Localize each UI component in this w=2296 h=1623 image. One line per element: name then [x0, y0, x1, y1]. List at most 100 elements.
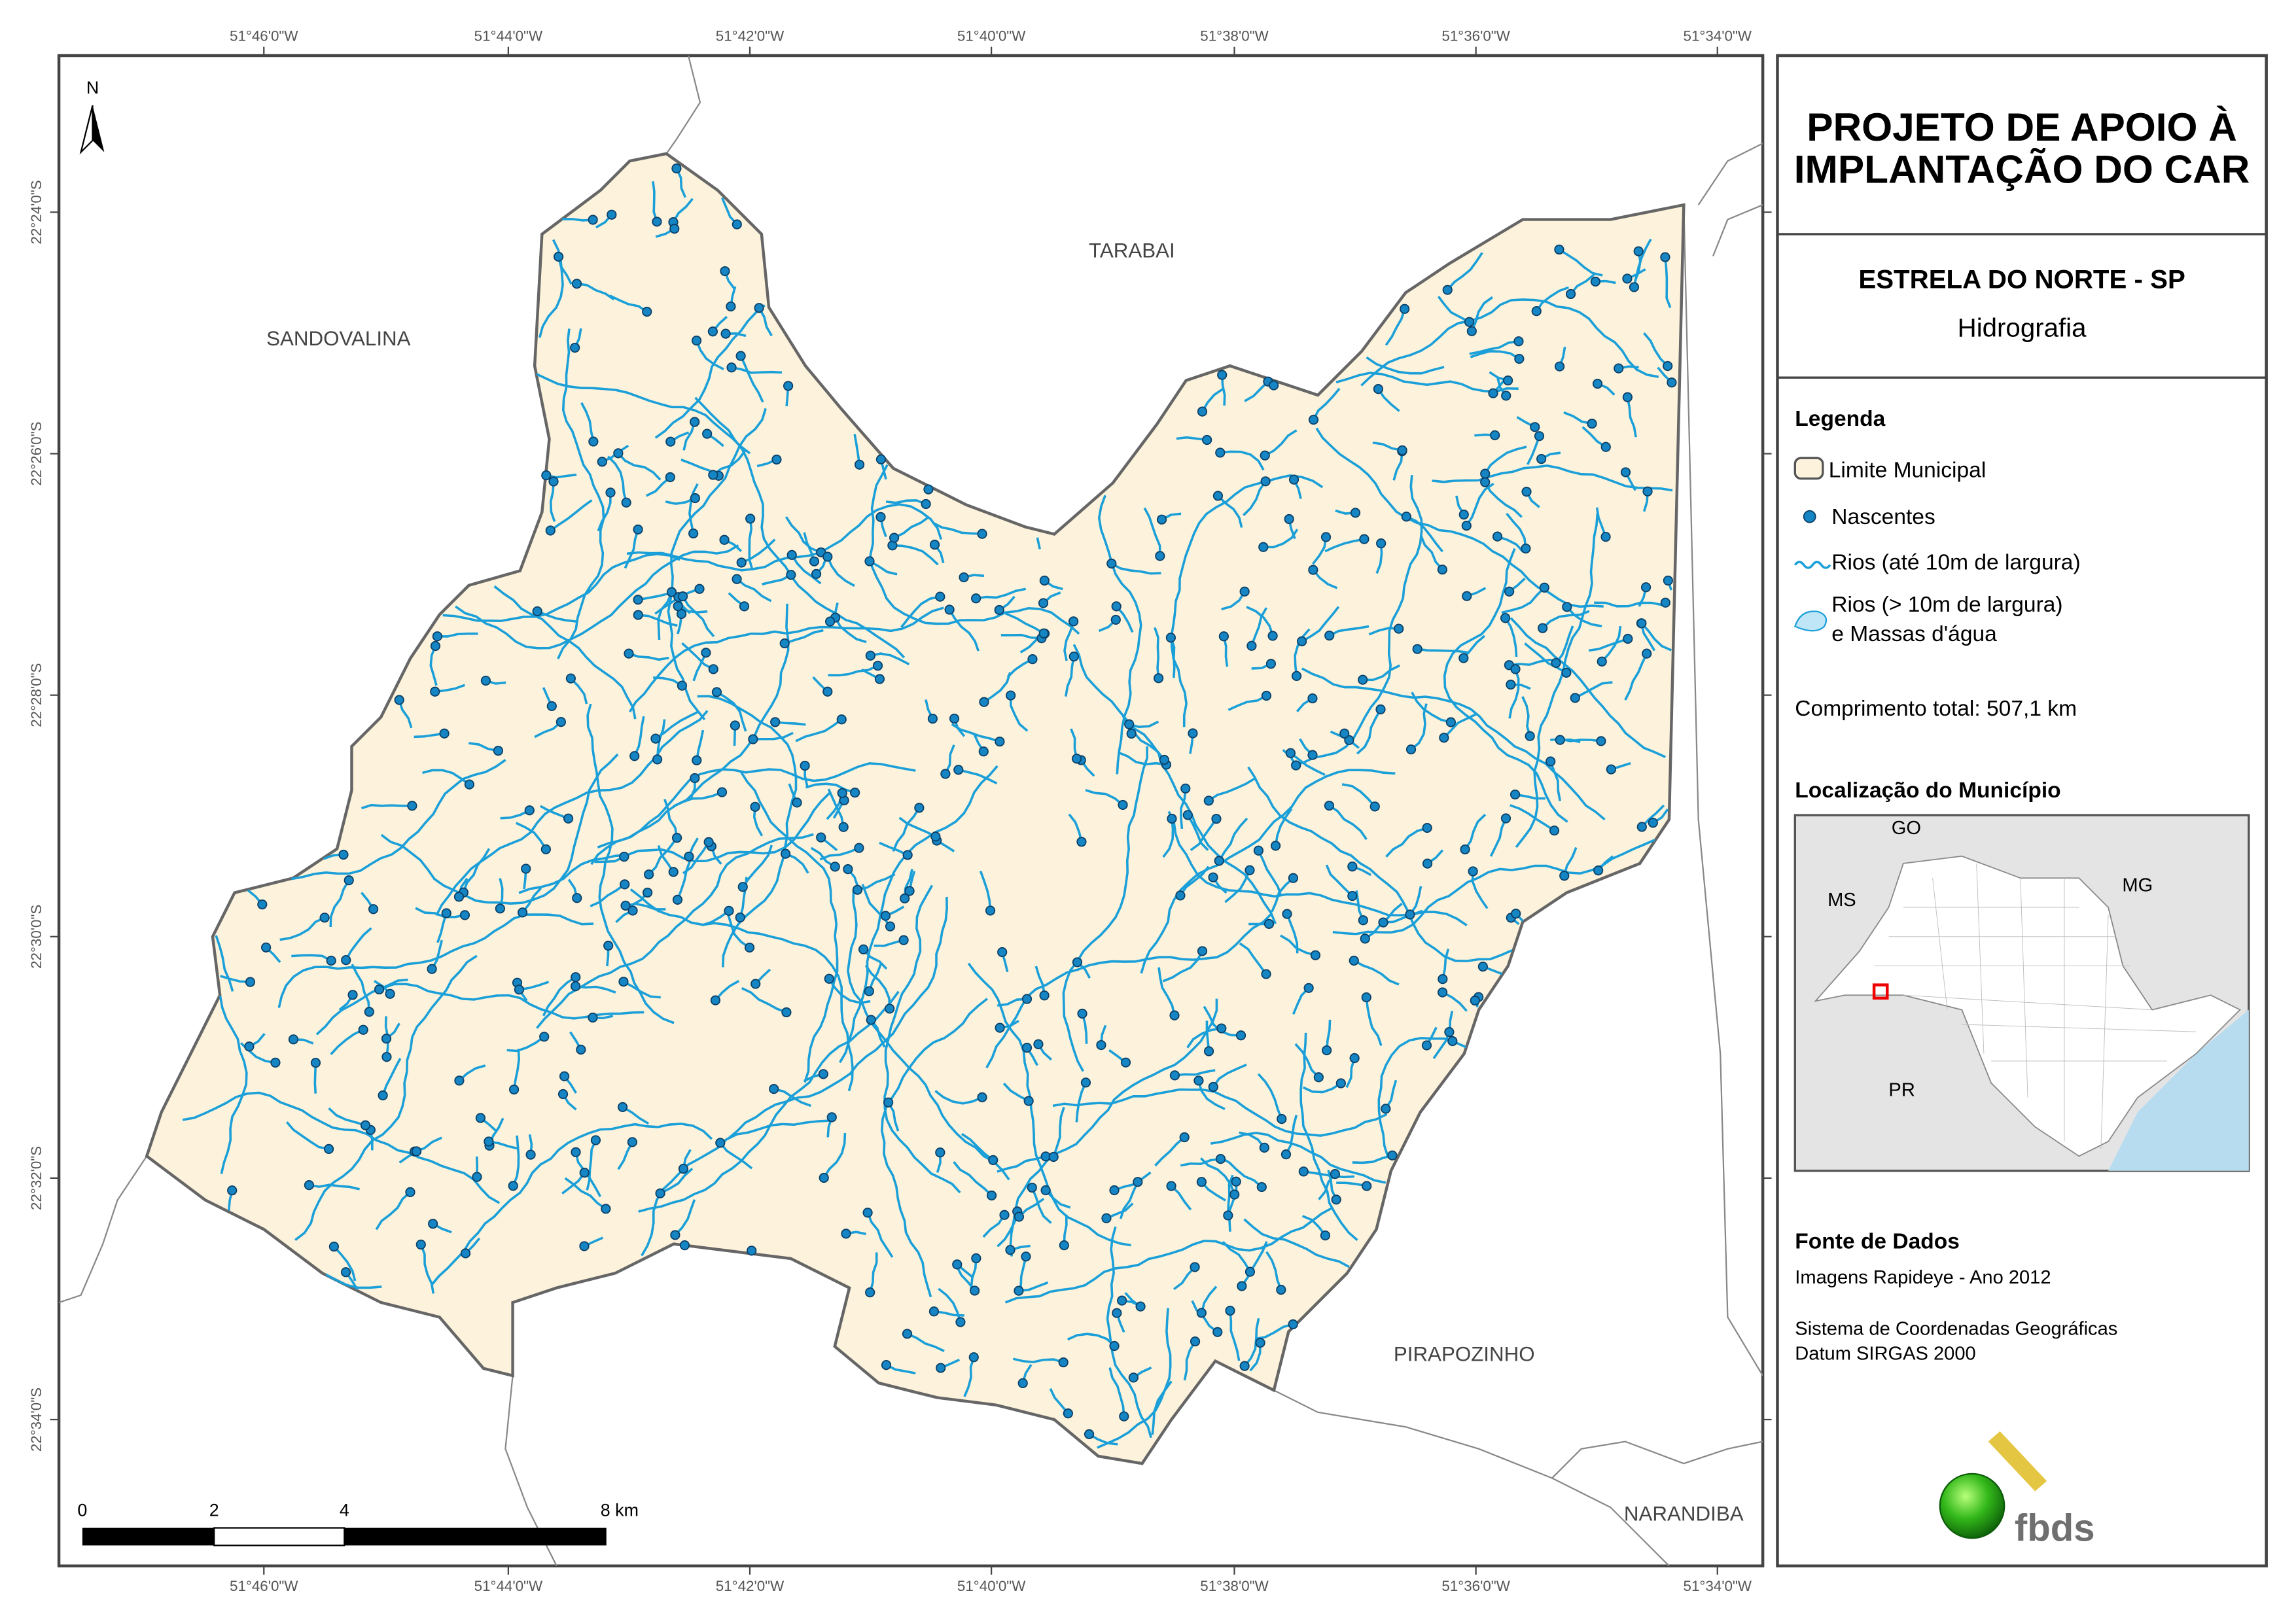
spring	[780, 848, 791, 859]
tributary	[934, 1090, 983, 1105]
spring	[548, 476, 559, 487]
tributary	[564, 1177, 607, 1210]
legend-boundary-icon	[1793, 457, 1824, 480]
spring	[985, 905, 996, 916]
inset-label: MS	[1828, 890, 1856, 911]
spring	[875, 512, 886, 522]
tributary	[415, 907, 465, 918]
tributary	[1031, 1187, 1052, 1224]
tributary	[826, 556, 855, 587]
river	[1210, 1131, 1386, 1184]
tributary	[1034, 966, 1046, 996]
spring	[1027, 654, 1038, 665]
tributary	[752, 807, 764, 837]
spring	[1202, 434, 1212, 445]
spring	[629, 751, 640, 761]
tributary	[1372, 441, 1403, 452]
spring	[1277, 1113, 1287, 1125]
spring	[1217, 370, 1227, 380]
tributary	[540, 805, 569, 820]
tributary	[1180, 1157, 1221, 1167]
spring	[1412, 644, 1422, 654]
spring	[838, 822, 849, 832]
spring	[341, 954, 351, 966]
longitude-label: 51°42'0"W	[716, 1578, 785, 1594]
spring	[378, 1090, 388, 1101]
municipality-name: ESTRELA DO NORTE - SP	[1858, 265, 2185, 294]
tributary	[1065, 656, 1076, 697]
spring	[1477, 962, 1488, 972]
spring	[1503, 375, 1513, 386]
spring	[703, 837, 714, 847]
spring	[1261, 969, 1271, 979]
spring	[570, 342, 580, 353]
river	[1301, 667, 1606, 821]
river	[1009, 998, 1218, 1257]
spring	[1324, 800, 1335, 811]
spring	[679, 1240, 690, 1251]
spring	[826, 1112, 837, 1123]
spring	[865, 1287, 875, 1298]
river	[325, 1273, 382, 1289]
spring	[650, 733, 661, 744]
spring	[977, 1092, 987, 1103]
title-line: IMPLANTAÇÃO DO CAR	[1794, 147, 2250, 192]
spring	[1510, 664, 1521, 674]
spring	[1500, 613, 1511, 623]
river	[1247, 766, 1513, 962]
river	[1432, 464, 1673, 492]
spring	[464, 779, 474, 790]
spring	[1208, 1081, 1218, 1092]
source-line: Datum SIRGAS 2000	[1795, 1343, 1975, 1364]
tributary	[828, 665, 879, 677]
spring	[690, 417, 700, 427]
spring	[751, 979, 761, 989]
spring	[1466, 326, 1477, 336]
spring	[1521, 487, 1532, 497]
river	[1062, 746, 1148, 1072]
spring	[1400, 304, 1410, 314]
spring	[977, 529, 987, 539]
tributary	[1328, 805, 1368, 841]
spring	[739, 601, 750, 612]
tributary	[1257, 850, 1282, 897]
spring	[824, 616, 836, 627]
spring	[677, 680, 688, 691]
spring	[1214, 856, 1224, 866]
tributary	[1170, 1185, 1192, 1211]
tributary	[898, 816, 936, 838]
spring	[735, 351, 746, 361]
spring	[994, 604, 1004, 616]
spring	[601, 1204, 611, 1214]
tributary	[1241, 1241, 1268, 1287]
tributary	[695, 340, 724, 371]
spring	[344, 875, 354, 886]
river	[557, 328, 605, 659]
spring	[1239, 1361, 1250, 1371]
spring	[1458, 653, 1469, 663]
tributary	[398, 699, 413, 729]
spring	[902, 850, 913, 860]
spring	[744, 942, 755, 953]
spring	[889, 532, 900, 543]
tributary	[1469, 340, 1519, 355]
tributary	[1243, 480, 1267, 516]
spring	[881, 1359, 892, 1370]
spring	[624, 648, 634, 659]
spring	[1297, 636, 1307, 646]
spring	[1521, 543, 1531, 554]
spring	[732, 219, 742, 230]
spring	[1110, 614, 1121, 625]
tributary	[810, 846, 836, 868]
spring	[735, 912, 745, 923]
spring	[702, 428, 713, 439]
tributary	[1570, 273, 1595, 295]
spring	[866, 1015, 876, 1025]
spring	[1196, 1177, 1207, 1187]
spring	[1117, 1295, 1127, 1306]
tributary	[1640, 622, 1672, 652]
tributary	[1280, 934, 1316, 956]
spring	[726, 301, 736, 312]
spring	[1324, 630, 1335, 641]
